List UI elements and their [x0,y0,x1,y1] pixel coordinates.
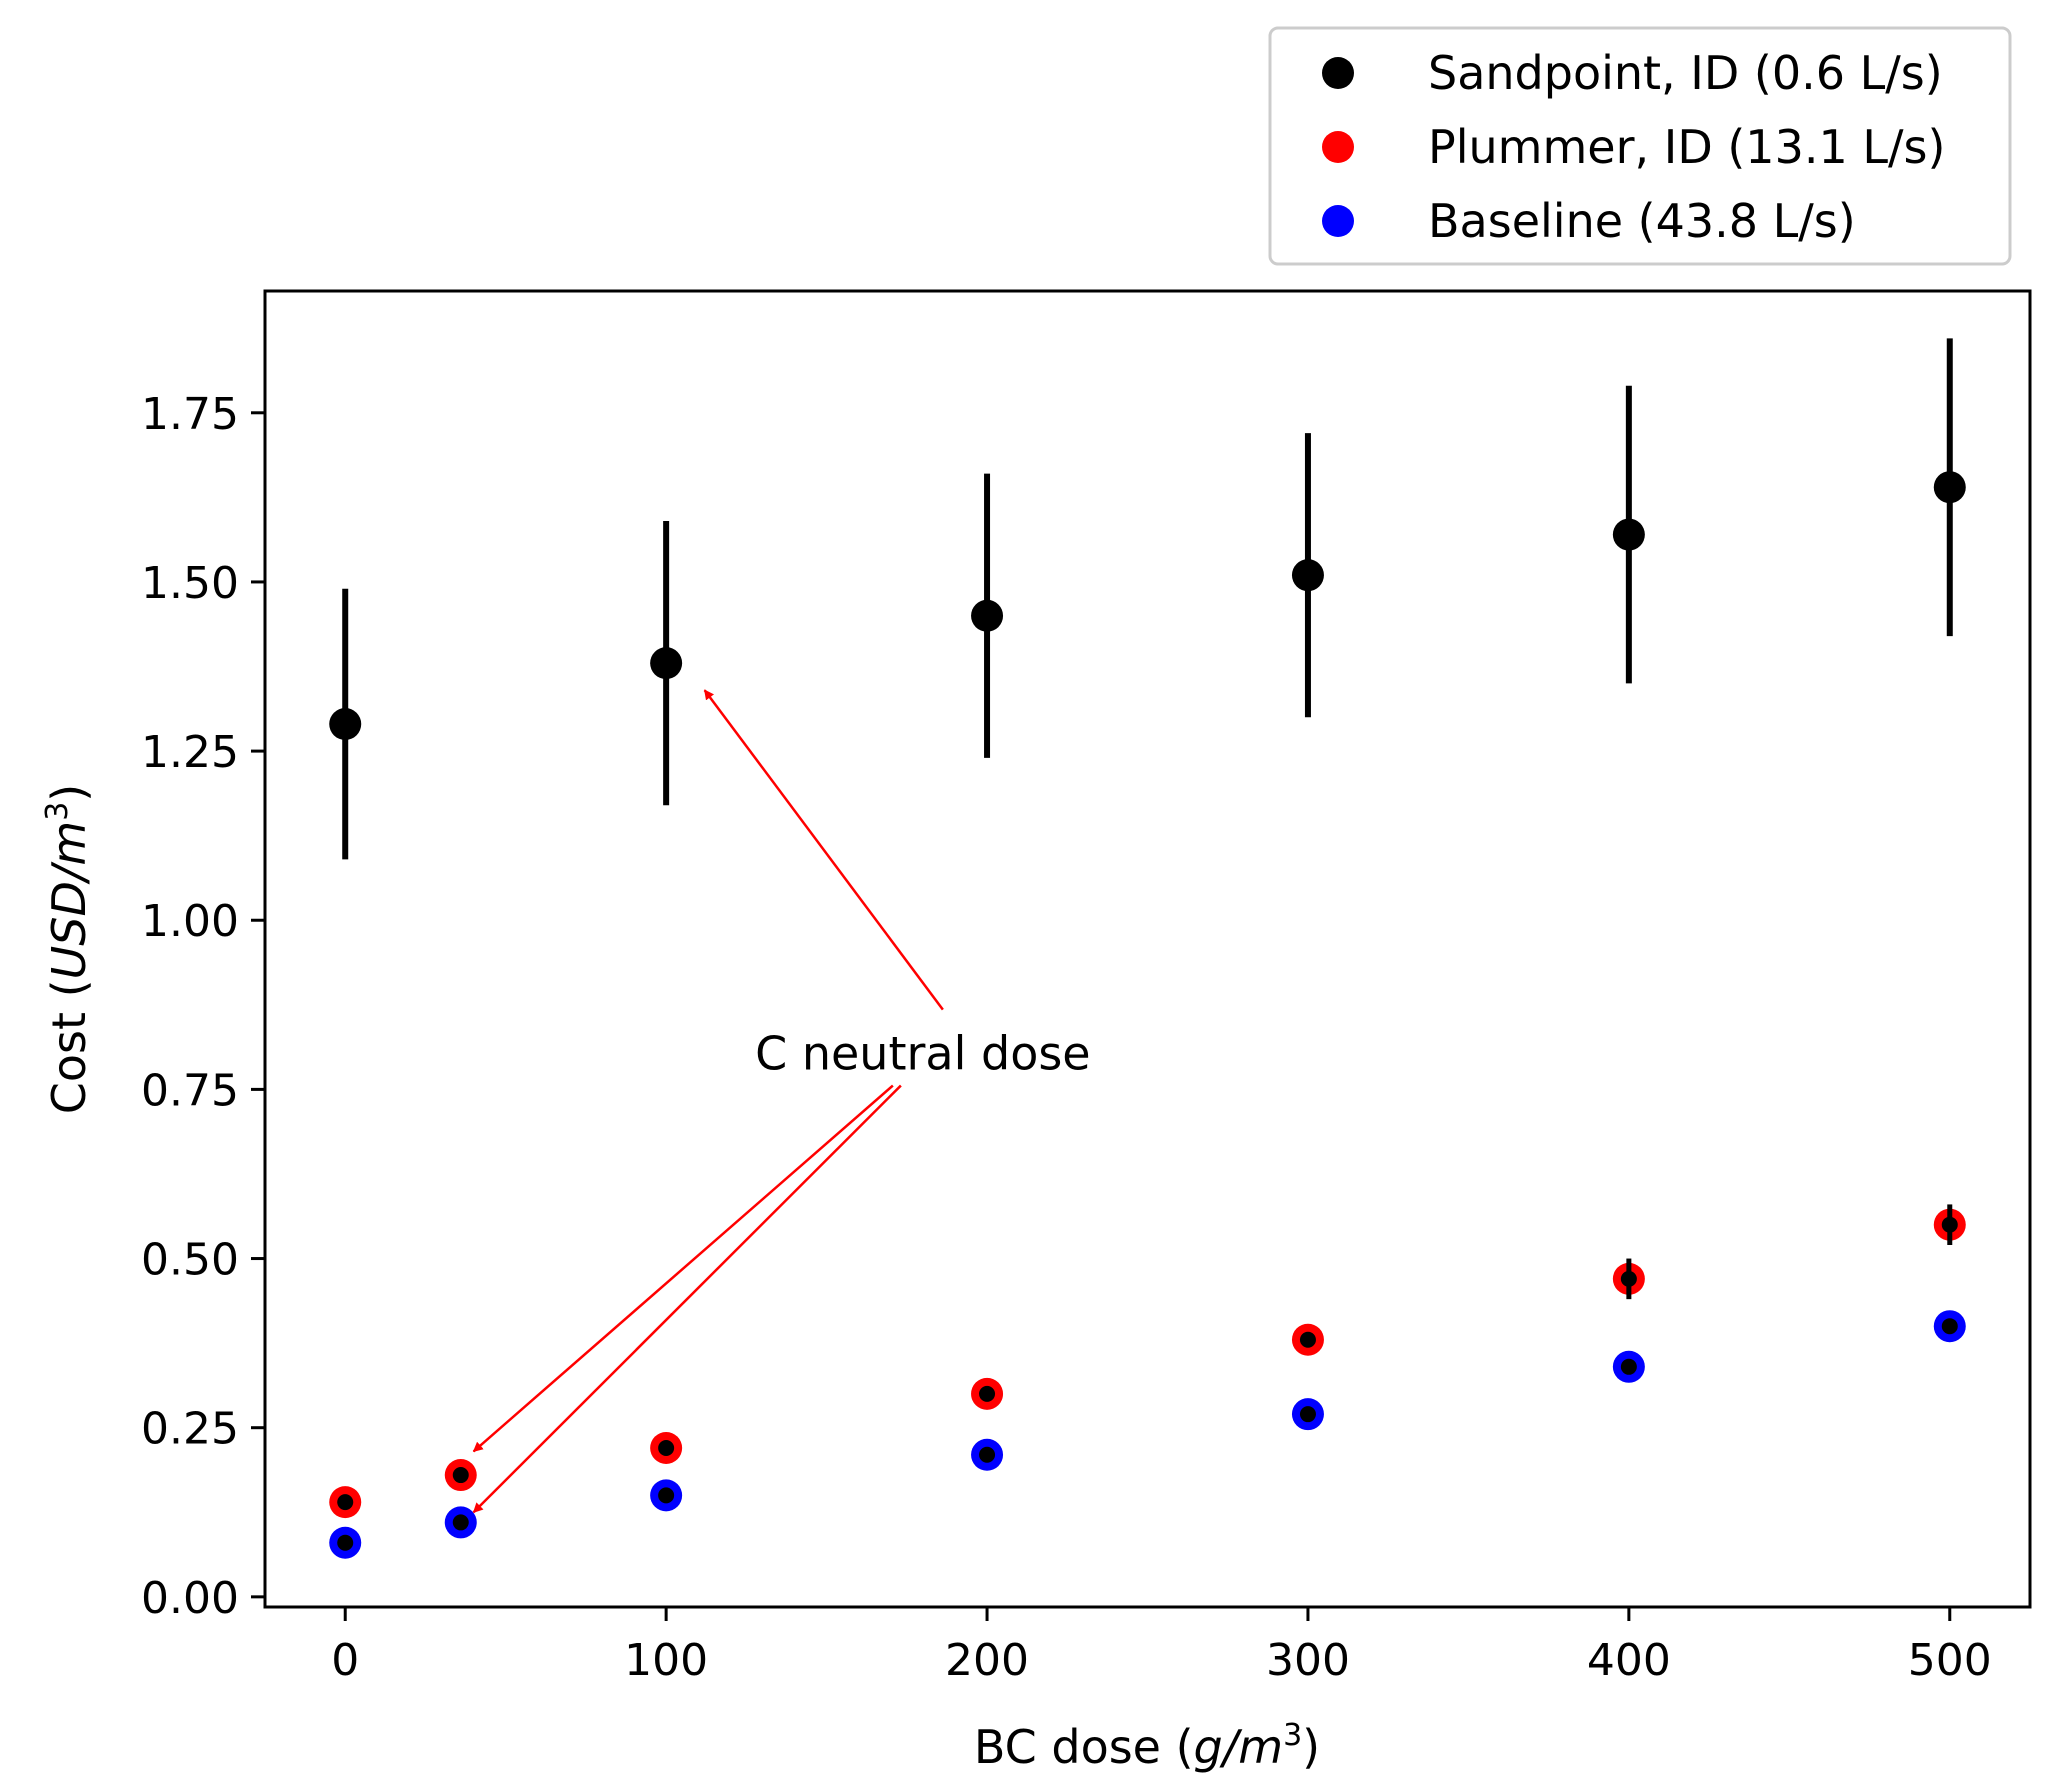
legend-marker [1322,57,1354,89]
series-0 [329,338,1966,860]
annotation-arrow [472,1084,902,1514]
legend-label: Sandpoint, ID (0.6 L/s) [1428,46,1943,100]
data-point-center [337,1494,354,1511]
y-tick-label: 1.50 [141,558,239,609]
y-axis-label-suffix: ) [42,784,96,802]
data-point-center [1299,1406,1316,1423]
data-point [1612,518,1645,551]
data-point-center [452,1467,469,1484]
data-point-center [979,1446,996,1463]
data-point [329,708,362,741]
y-axis-label-var: USD/m [42,821,96,980]
annotation-text: C neutral dose [755,1027,1091,1081]
legend-marker [1322,205,1354,237]
x-tick-label: 300 [1266,1635,1350,1686]
legend-label: Baseline (43.8 L/s) [1428,194,1856,248]
y-axis-label: Cost (USD/m3) [40,784,96,1115]
y-axis: 0.00 0.25 0.50 0.75 1.00 1.25 1.50 1.75 [141,389,265,1624]
annotation-arrow [703,689,944,1011]
data-point-center [1941,1318,1958,1335]
x-axis: 0 100 200 300 400 500 [331,1607,1992,1686]
y-tick-label: 0.50 [141,1235,239,1286]
y-axis-label-prefix: Cost ( [42,979,96,1114]
annotation-layer: C neutral dose [472,689,1091,1514]
plot-frame [263,289,2032,1609]
data-point-center [452,1514,469,1531]
legend-marker [1322,131,1354,163]
x-axis-label-suffix: ) [1302,1720,1320,1774]
data-point-center [1941,1216,1958,1233]
legend-box [1268,26,2012,266]
data-point-center [1620,1270,1637,1287]
y-tick-label: 0.00 [141,1573,239,1624]
x-tick-label: 200 [945,1635,1029,1686]
y-tick-label: 1.25 [141,727,239,778]
data-point-center [337,1534,354,1551]
x-tick-label: 100 [624,1635,708,1686]
annotation-arrow [472,1084,894,1453]
y-axis-label-sup: 3 [40,802,75,821]
data-point [1291,559,1324,592]
x-axis-label: BC dose (g/m3) [974,1718,1320,1774]
series-layer [329,338,1966,1559]
x-tick-label: 500 [1908,1635,1992,1686]
y-tick-label: 0.25 [141,1404,239,1455]
data-point [650,647,683,680]
legend: Sandpoint, ID (0.6 L/s) Plummer, ID (13.1… [1268,26,2012,266]
x-axis-label-prefix: BC dose ( [974,1720,1194,1774]
y-tick-label: 1.00 [141,896,239,947]
data-point [971,599,1004,632]
data-point-center [658,1439,675,1456]
plot-area [263,289,2032,1609]
y-tick-label: 1.75 [141,389,239,440]
data-point-center [979,1385,996,1402]
series-1 [329,1204,1966,1519]
data-point-center [1299,1331,1316,1348]
data-point-center [658,1487,675,1504]
x-tick-label: 0 [331,1635,359,1686]
legend-label: Plummer, ID (13.1 L/s) [1428,120,1945,174]
x-axis-label-var: g/m [1194,1720,1284,1774]
y-tick-label: 0.75 [141,1065,239,1116]
x-tick-label: 400 [1587,1635,1671,1686]
data-point [1933,471,1966,504]
series-2 [329,1310,1966,1559]
data-point-center [1620,1358,1637,1375]
x-axis-label-sup: 3 [1283,1718,1302,1753]
